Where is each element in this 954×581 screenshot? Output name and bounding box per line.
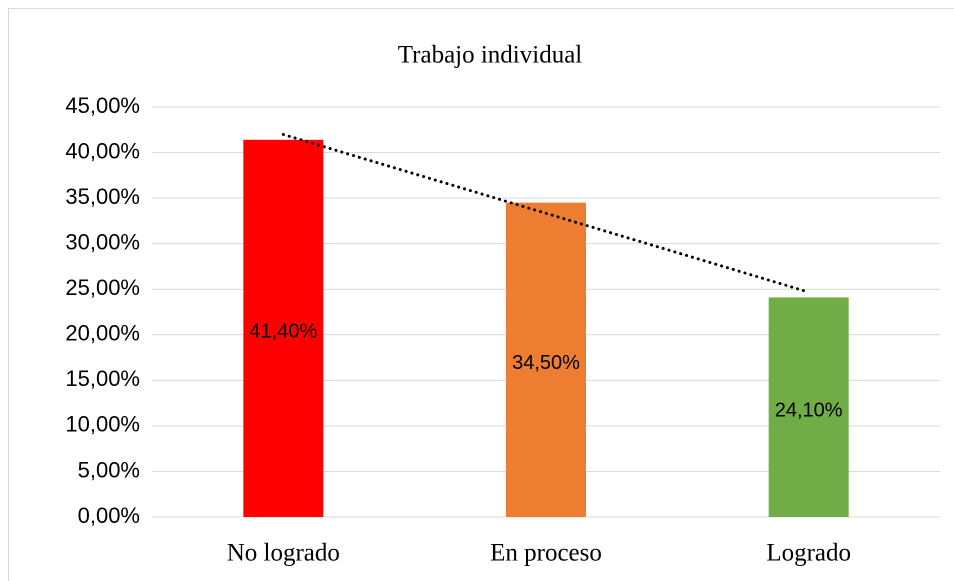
y-tick-label: 30,00% <box>65 229 140 254</box>
data-label: 41,40% <box>249 321 317 343</box>
bar <box>506 202 586 517</box>
y-tick-label: 15,00% <box>65 366 140 391</box>
bar <box>243 139 324 518</box>
y-tick-label: 35,00% <box>65 184 140 209</box>
data-label: 24,10% <box>775 399 843 421</box>
y-tick-label: 25,00% <box>65 275 140 300</box>
bar <box>768 297 849 517</box>
y-tick-label: 40,00% <box>65 138 140 163</box>
chart-title: Trabajo individual <box>398 42 583 69</box>
trendline <box>281 132 811 294</box>
y-tick-label: 5,00% <box>78 457 140 482</box>
y-tick-label: 20,00% <box>65 321 140 346</box>
y-tick-label: 45,00% <box>65 93 140 118</box>
y-tick-label: 10,00% <box>65 412 140 437</box>
x-tick-label: No logrado <box>227 540 340 567</box>
chart-border <box>8 8 954 581</box>
y-tick-label: 0,00% <box>78 503 140 528</box>
x-tick-label: En proceso <box>490 540 602 567</box>
x-tick-label: Logrado <box>766 540 851 567</box>
data-label: 34,50% <box>512 352 580 374</box>
